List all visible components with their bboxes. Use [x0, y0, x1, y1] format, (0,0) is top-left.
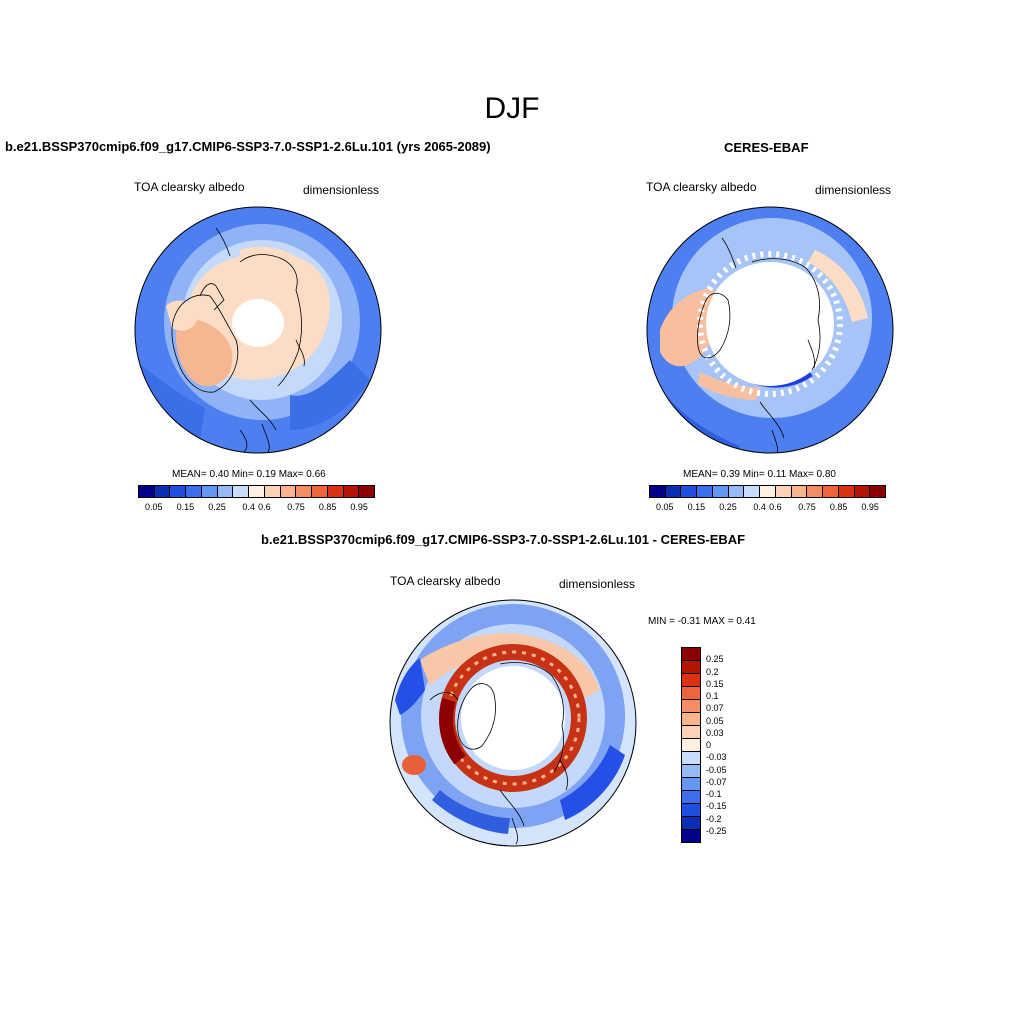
obs-colorbar-tick-label: 0.6 — [769, 502, 782, 512]
model-colorbar-tick-label: 0.95 — [350, 502, 368, 512]
obs-units-label: dimensionless — [815, 183, 892, 197]
model-units-label: dimensionless — [303, 183, 380, 197]
diff-colorbar-tick-label: -0.25 — [706, 825, 727, 836]
model-colorbar-swatch — [296, 486, 313, 497]
model-colorbar-swatch — [249, 486, 265, 497]
model-colorbar-swatch — [186, 486, 202, 497]
model-colorbar-swatch — [217, 486, 234, 497]
model-colorbar-swatch — [201, 486, 218, 497]
obs-colorbar-swatch — [665, 486, 682, 497]
diff-colorbar-tick-label: -0.1 — [706, 789, 722, 799]
obs-panel-title: CERES-EBAF — [724, 140, 809, 155]
diff-colorbar-tick-label: 0.1 — [706, 691, 719, 701]
obs-colorbar-swatch — [807, 486, 824, 497]
obs-colorbar-swatch — [791, 486, 808, 497]
obs-colorbar-swatch — [650, 486, 666, 497]
obs-colorbar-tick-label: 0.05 — [656, 502, 674, 512]
model-colorbar — [138, 485, 375, 498]
diff-colorbar-swatch — [682, 791, 700, 804]
diff-units-label: dimensionless — [559, 577, 636, 591]
diff-colorbar-labels: 0.25 0.2 0.15 0.1 0.07 0.05 0.03 0 -0.03 -0.05 -0.… — [706, 647, 746, 843]
diff-colorbar-swatch — [682, 778, 700, 791]
obs-colorbar-swatch — [838, 486, 855, 497]
diff-colorbar-swatch — [682, 804, 700, 817]
obs-colorbar — [649, 485, 886, 498]
diff-colorbar-tick-label: 0.15 — [706, 678, 724, 689]
model-colorbar-swatch — [312, 486, 328, 497]
diff-colorbar-tick-label: -0.05 — [706, 764, 727, 775]
obs-colorbar-tick-label: 0.95 — [861, 502, 879, 512]
obs-colorbar-swatch — [870, 486, 886, 497]
obs-stats: MEAN= 0.39 Min= 0.11 Max= 0.80 — [683, 469, 836, 480]
obs-colorbar-tick-label: 0.15 — [687, 502, 706, 512]
diff-colorbar-swatch — [682, 661, 700, 674]
diff-colorbar-tick-label: 0.03 — [706, 727, 724, 738]
model-colorbar-swatch — [170, 486, 187, 497]
diff-colorbar-swatch — [682, 765, 700, 778]
diff-colorbar-swatch — [682, 700, 700, 713]
model-stats: MEAN= 0.40 Min= 0.19 Max= 0.66 — [172, 469, 326, 480]
model-colorbar-tick-label: 0.25 — [208, 502, 226, 512]
obs-colorbar-swatch — [744, 486, 761, 497]
diff-colorbar-tick-label: -0.07 — [706, 776, 727, 787]
model-colorbar-tick-label: 0.4 — [242, 502, 255, 512]
diff-colorbar-tick-label: 0.25 — [706, 654, 724, 665]
model-colorbar-labels: 0.05 0.15 0.25 0.4 0.6 0.75 0.85 0.95 — [138, 502, 375, 514]
model-variable-label: TOA clearsky albedo — [134, 180, 245, 194]
diff-colorbar-swatch — [682, 726, 700, 739]
obs-colorbar-swatch — [712, 486, 729, 497]
diff-colorbar-tick-label: 0.2 — [706, 666, 719, 677]
model-colorbar-tick-label: 0.05 — [145, 502, 163, 512]
model-colorbar-swatch — [280, 486, 297, 497]
diff-colorbar-swatch — [682, 817, 700, 830]
diff-stats: MIN = -0.31 MAX = 0.41 — [648, 616, 756, 627]
diff-colorbar-swatch — [682, 674, 700, 687]
model-colorbar-swatch — [154, 486, 171, 497]
diff-colorbar-tick-label: 0.05 — [706, 715, 724, 726]
obs-colorbar-swatch — [728, 486, 745, 497]
diff-colorbar-swatch — [682, 739, 700, 752]
model-colorbar-tick-label: 0.75 — [287, 502, 305, 512]
diff-colorbar-swatch — [682, 713, 700, 726]
diff-colorbar-tick-label: 0.07 — [706, 703, 724, 714]
diff-colorbar-tick-label: -0.2 — [706, 813, 722, 824]
obs-colorbar-swatch — [760, 486, 776, 497]
obs-colorbar-tick-label: 0.4 — [753, 502, 766, 512]
model-colorbar-swatch — [233, 486, 250, 497]
model-colorbar-swatch — [327, 486, 344, 497]
model-colorbar-swatch — [359, 486, 375, 497]
diff-colorbar — [681, 647, 701, 843]
model-colorbar-swatch — [139, 486, 155, 497]
model-colorbar-tick-label: 0.6 — [258, 502, 271, 512]
diff-colorbar-swatch — [682, 830, 700, 842]
diff-colorbar-tick-label: 0 — [706, 740, 712, 750]
obs-colorbar-swatch — [697, 486, 713, 497]
obs-colorbar-swatch — [823, 486, 839, 497]
obs-colorbar-tick-label: 0.85 — [829, 502, 848, 512]
diff-colorbar-swatch — [682, 687, 700, 700]
diff-variable-label: TOA clearsky albedo — [390, 574, 501, 588]
obs-colorbar-tick-label: 0.75 — [798, 502, 816, 512]
obs-colorbar-tick-label: 0.25 — [719, 502, 737, 512]
diff-colorbar-tick-label: -0.15 — [706, 801, 727, 812]
obs-colorbar-swatch — [681, 486, 698, 497]
model-colorbar-tick-label: 0.15 — [176, 502, 195, 512]
obs-variable-label: TOA clearsky albedo — [646, 180, 757, 194]
model-colorbar-swatch — [264, 486, 281, 497]
model-panel-title: b.e21.BSSP370cmip6.f09_g17.CMIP6-SSP3-7.… — [5, 139, 491, 154]
diff-colorbar-swatch — [682, 752, 700, 765]
model-colorbar-swatch — [343, 486, 360, 497]
diff-panel-title: b.e21.BSSP370cmip6.f09_g17.CMIP6-SSP3-7.… — [261, 532, 746, 547]
obs-colorbar-swatch — [775, 486, 792, 497]
obs-colorbar-labels: 0.05 0.15 0.25 0.4 0.6 0.75 0.85 0.95 — [649, 502, 886, 514]
model-colorbar-tick-label: 0.85 — [318, 502, 337, 512]
figure-title: DJF — [484, 92, 540, 125]
diff-colorbar-tick-label: -0.03 — [706, 752, 727, 763]
obs-colorbar-swatch — [854, 486, 871, 497]
diff-colorbar-swatch — [682, 648, 700, 661]
